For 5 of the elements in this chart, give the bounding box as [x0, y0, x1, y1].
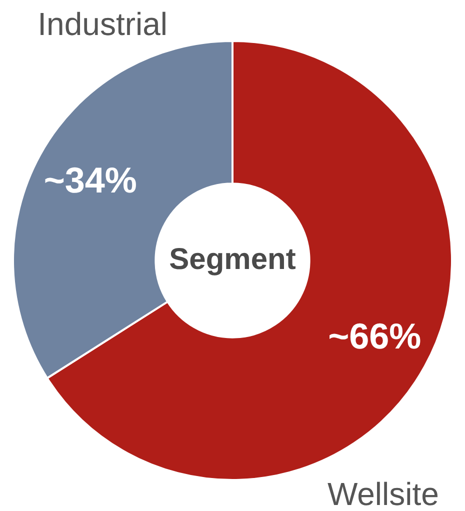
- text: Segment: [169, 242, 296, 276]
- data-label: ~66%: [328, 316, 422, 357]
- data-label: ~34%: [44, 159, 137, 200]
- slice-label: Wellsite: [328, 476, 439, 511]
- slice-label: Industrial: [38, 6, 168, 42]
